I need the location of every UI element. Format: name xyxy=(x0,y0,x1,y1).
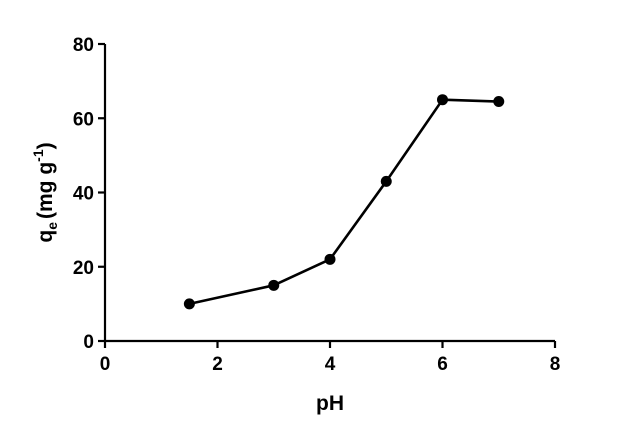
y-axis-title-unit-close: ) xyxy=(34,142,57,149)
x-tick-label: 6 xyxy=(437,354,448,375)
y-axis-title-superscript: -1 xyxy=(30,149,46,162)
data-point xyxy=(183,298,195,310)
y-ticks: 0 20 40 60 80 xyxy=(73,35,105,353)
x-tick-label: 2 xyxy=(212,354,223,375)
x-axis-title: pH xyxy=(316,392,344,415)
y-tick-label: 40 xyxy=(73,184,94,205)
y-tick-label: 20 xyxy=(73,258,94,279)
data-point xyxy=(380,175,392,187)
x-ticks: 0 2 4 6 8 xyxy=(100,341,561,375)
y-tick-label: 0 xyxy=(83,332,94,353)
y-tick-label: 60 xyxy=(73,109,94,130)
x-tick-label: 0 xyxy=(100,354,111,375)
data-point xyxy=(437,94,448,106)
y-axis-title-base: q xyxy=(34,230,57,243)
series-line xyxy=(189,98,499,306)
y-tick-label: 80 xyxy=(73,35,94,56)
y-axis-title: qe (mg g-1) xyxy=(30,142,60,242)
series xyxy=(183,94,505,310)
axes xyxy=(103,44,555,343)
data-point xyxy=(268,279,280,291)
y-axis-title-unit: (mg g xyxy=(34,162,57,219)
x-tick-label: 8 xyxy=(550,354,561,375)
data-point xyxy=(324,253,336,265)
data-point xyxy=(493,96,505,108)
x-tick-label: 4 xyxy=(325,354,336,375)
y-axis-title-subscript: e xyxy=(44,222,60,230)
